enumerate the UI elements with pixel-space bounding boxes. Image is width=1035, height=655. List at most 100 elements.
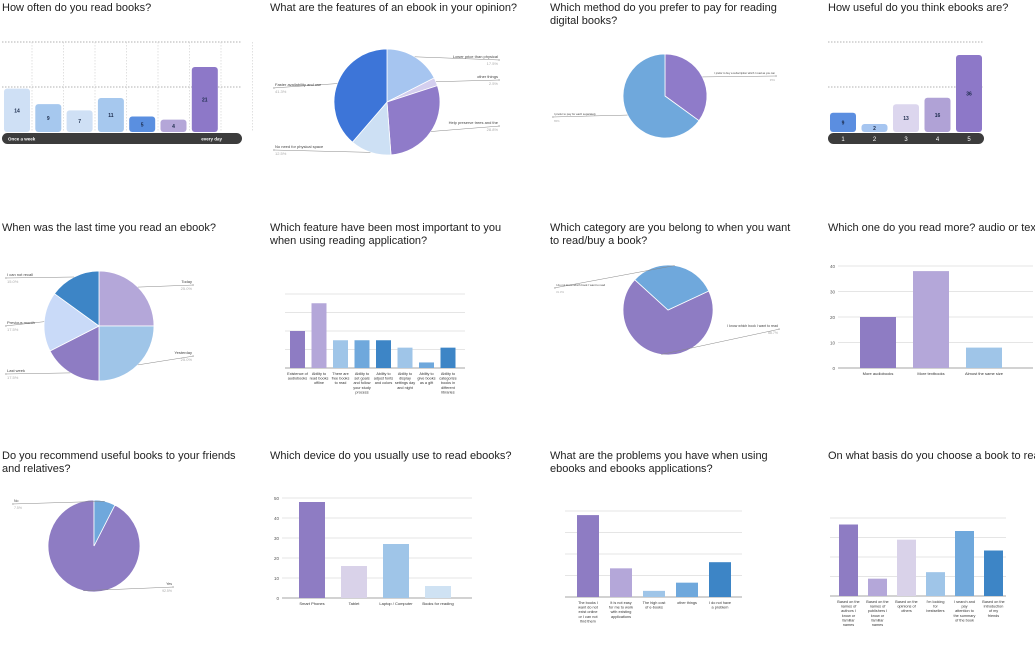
x-tick-label: Existence of audiobooks bbox=[287, 372, 309, 381]
chart-title: What are the features of an ebook in you… bbox=[270, 2, 518, 14]
leader-line bbox=[4, 372, 71, 375]
x-tick-label: It is not easy for me to work with existin… bbox=[609, 601, 633, 619]
chart-panel-reading-device: Which device do you usually use to read … bbox=[270, 450, 520, 655]
chart-panel-audio-vs-text: Which one do you read more? audio or tex… bbox=[828, 222, 1035, 427]
leader-line bbox=[11, 501, 105, 505]
x-tick-label: The high cost of e-books bbox=[643, 601, 667, 610]
x-tick-label: I'm looking for bestsellers bbox=[926, 600, 944, 613]
y-tick-label: 10 bbox=[274, 576, 280, 581]
x-tick-label: Ability to give books as a gift bbox=[417, 372, 435, 385]
pie-slice bbox=[53, 270, 100, 327]
bar bbox=[643, 590, 665, 597]
chart-recommend-books: Yes 92.5% No 7.5% bbox=[11, 499, 175, 593]
slice-percent: 31.3% bbox=[556, 290, 564, 294]
x-tick-label: More audiobooks bbox=[863, 371, 894, 376]
x-tick-label: There are free books to read bbox=[332, 372, 350, 385]
chart-last-ebook-read: Today 25.0% Yesterday 25.0% Last week 17.5% Pr… bbox=[4, 270, 195, 382]
slice-label: Yesterday bbox=[174, 350, 192, 355]
leader-line bbox=[553, 265, 675, 289]
chart-title: Which category are you belong to when yo… bbox=[550, 222, 794, 247]
bar bbox=[311, 303, 327, 368]
chart-panel-ebook-features: What are the features of an ebook in you… bbox=[270, 2, 520, 207]
bar bbox=[676, 582, 698, 597]
y-tick-label: 40 bbox=[830, 264, 836, 269]
x-tick-label: Ability to display settings day and night bbox=[395, 372, 415, 390]
slice-percent: 41.3% bbox=[275, 89, 287, 94]
bar bbox=[893, 104, 919, 132]
slice-label: Last week bbox=[7, 368, 25, 373]
data-label: 4 bbox=[172, 124, 175, 130]
bar bbox=[419, 362, 434, 368]
slice-label: Faster availability and use bbox=[275, 82, 322, 87]
chart-title: Which feature have been most important t… bbox=[270, 222, 505, 247]
chart-panel-last-ebook-read: When was the last time you read an ebook… bbox=[2, 222, 252, 427]
bar bbox=[839, 524, 858, 596]
x-tick-label: other things bbox=[677, 601, 697, 605]
slice-percent: 65% bbox=[554, 119, 560, 123]
leader-line bbox=[137, 355, 195, 366]
y-tick-label: 20 bbox=[274, 556, 280, 561]
leader-line bbox=[435, 79, 501, 82]
pie-slice bbox=[386, 85, 441, 156]
leader-line bbox=[661, 328, 781, 355]
x-tick-label: Ability to adjust fonts and colors bbox=[374, 372, 394, 385]
chart-panel-reader-category: Which category are you belong to when yo… bbox=[550, 222, 800, 427]
y-tick-label: 40 bbox=[274, 516, 280, 521]
chart-panel-payment-method: Which method do you prefer to pay for re… bbox=[550, 2, 800, 207]
slice-percent: 15.0% bbox=[7, 279, 19, 284]
bar bbox=[97, 97, 124, 132]
leader-line bbox=[414, 56, 501, 61]
slice-percent: 17.5% bbox=[7, 375, 19, 380]
chart-reading-frequency: 14 9 7 11 5 4 21 Once a week every day bbox=[2, 41, 253, 144]
leader-line bbox=[4, 321, 45, 327]
y-tick-label: 10 bbox=[830, 341, 836, 346]
bar bbox=[397, 347, 413, 368]
pie-slice bbox=[386, 48, 435, 103]
data-label: 9 bbox=[842, 120, 845, 126]
slice-percent: 25.0% bbox=[181, 286, 193, 291]
bar bbox=[926, 572, 945, 596]
slice-percent: 28.8% bbox=[487, 127, 499, 132]
bar bbox=[897, 539, 916, 596]
bar bbox=[913, 271, 949, 368]
leader-line bbox=[272, 149, 371, 153]
bar bbox=[709, 562, 731, 597]
slice-label: I do not know which book I want to read bbox=[556, 283, 606, 287]
bar bbox=[984, 550, 1003, 596]
slice-label: Previous month bbox=[7, 320, 35, 325]
bar bbox=[966, 347, 1002, 368]
chart-panel-book-choice-basis: On what basis do you choose a book to re… bbox=[828, 450, 1035, 655]
x-tick-label: I do not have a problem bbox=[709, 601, 731, 610]
slice-label: Today bbox=[181, 279, 192, 284]
slice-label: I can not recall bbox=[7, 272, 33, 277]
bar bbox=[860, 317, 896, 368]
chart-ebook-usefulness: 9 2 13 16 36 1 2 3 4 5 bbox=[828, 41, 984, 144]
scale-bar bbox=[828, 133, 984, 144]
slice-label: Help preserve trees and the bbox=[449, 120, 499, 125]
x-tick-label: More textbooks bbox=[917, 371, 944, 376]
bar bbox=[956, 55, 982, 132]
chart-title: What are the problems you have when usin… bbox=[550, 450, 771, 475]
leader-line bbox=[83, 586, 175, 591]
x-tick-label: I search and pay attention to the summary of… bbox=[954, 600, 976, 622]
slice-percent: 25.0% bbox=[181, 357, 193, 362]
y-tick-label: 0 bbox=[276, 596, 279, 601]
x-tick-label: Ability to read books offline bbox=[310, 372, 329, 385]
bar bbox=[66, 110, 93, 132]
chart-ebook-features: Lower price than physical 17.5% other thin… bbox=[272, 48, 501, 156]
chart-title: When was the last time you read an ebook… bbox=[2, 222, 217, 234]
bar bbox=[341, 566, 367, 598]
slice-percent: 17.5% bbox=[7, 327, 19, 332]
chart-panel-ebook-problems: What are the problems you have when usin… bbox=[550, 450, 800, 655]
slice-percent: 2.5% bbox=[489, 81, 499, 86]
y-tick-label: 0 bbox=[832, 366, 835, 371]
bar bbox=[425, 586, 451, 598]
x-tick-label: Ability to categorize books in different lib… bbox=[439, 372, 457, 394]
bar bbox=[610, 568, 632, 597]
x-tick-label: Laptop / Computer bbox=[379, 601, 413, 606]
bar bbox=[924, 97, 951, 132]
chart-title: How often do you read books? bbox=[2, 2, 152, 14]
bar bbox=[160, 119, 187, 132]
